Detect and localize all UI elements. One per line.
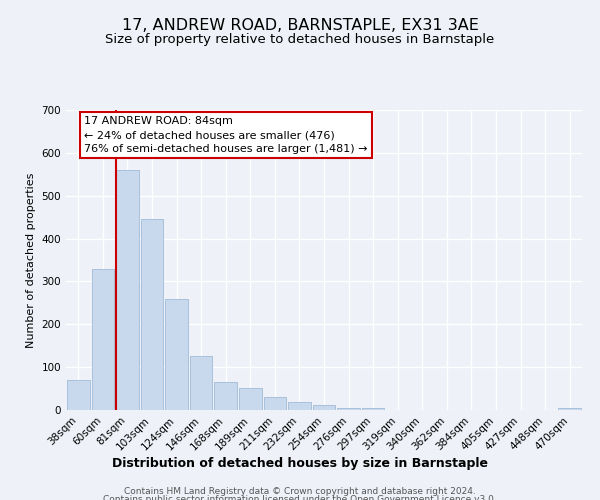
Bar (67, 380, 89, 410)
Bar (337, 408, 360, 410)
Y-axis label: Number of detached properties: Number of detached properties (26, 172, 36, 348)
Bar (559, 408, 581, 410)
Bar (288, 402, 311, 410)
Text: Contains HM Land Registry data © Crown copyright and database right 2024.: Contains HM Land Registry data © Crown c… (124, 488, 476, 496)
Text: Distribution of detached houses by size in Barnstaple: Distribution of detached houses by size … (112, 458, 488, 470)
Text: Contains public sector information licensed under the Open Government Licence v3: Contains public sector information licen… (103, 495, 497, 500)
Bar (263, 397, 286, 410)
Bar (313, 405, 335, 410)
Text: 17 ANDREW ROAD: 84sqm
← 24% of detached houses are smaller (476)
76% of semi-det: 17 ANDREW ROAD: 84sqm ← 24% of detached … (84, 116, 368, 154)
Bar (190, 356, 212, 410)
Bar (92, 268, 114, 410)
Text: Size of property relative to detached houses in Barnstaple: Size of property relative to detached ho… (106, 32, 494, 46)
Bar (214, 382, 237, 410)
Bar (239, 388, 262, 410)
Bar (140, 220, 163, 410)
Bar (362, 408, 385, 410)
Text: 17, ANDREW ROAD, BARNSTAPLE, EX31 3AE: 17, ANDREW ROAD, BARNSTAPLE, EX31 3AE (122, 18, 478, 32)
Bar (165, 300, 188, 410)
Bar (116, 170, 139, 410)
